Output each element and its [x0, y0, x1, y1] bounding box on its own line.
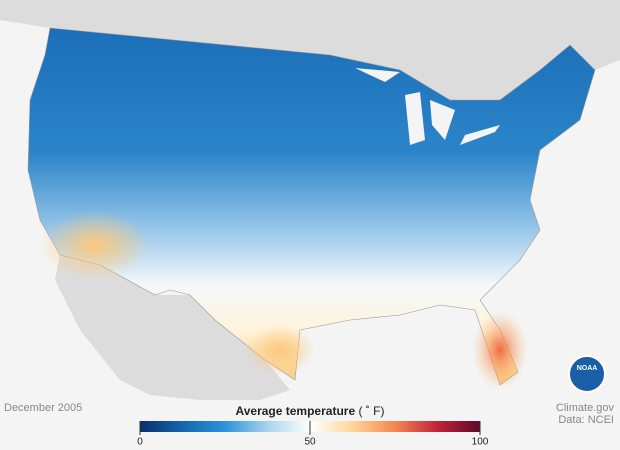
credit: Data: NCEI: [558, 414, 614, 426]
noaa-logo-text: NOAA: [577, 365, 598, 372]
legend-tick-label: 100: [472, 437, 489, 448]
legend-tick-label: 0: [137, 437, 143, 448]
legend-title-main: Average temperature: [236, 404, 356, 418]
legend-ticks: 0 50 100: [137, 421, 489, 448]
florida-warmth: [472, 310, 528, 390]
map-date: December 2005: [4, 402, 82, 414]
mexico: [55, 255, 290, 400]
canada: [0, 0, 620, 100]
noaa-logo: [568, 355, 606, 393]
legend-tick-label: 50: [304, 437, 316, 448]
legend-unit: ( ˚ F): [358, 404, 384, 418]
southwest-warmth: [40, 210, 150, 280]
credit: Climate.gov: [556, 402, 615, 414]
texas-warmth: [245, 325, 315, 375]
legend-title: Average temperature ( ˚ F): [236, 404, 385, 418]
